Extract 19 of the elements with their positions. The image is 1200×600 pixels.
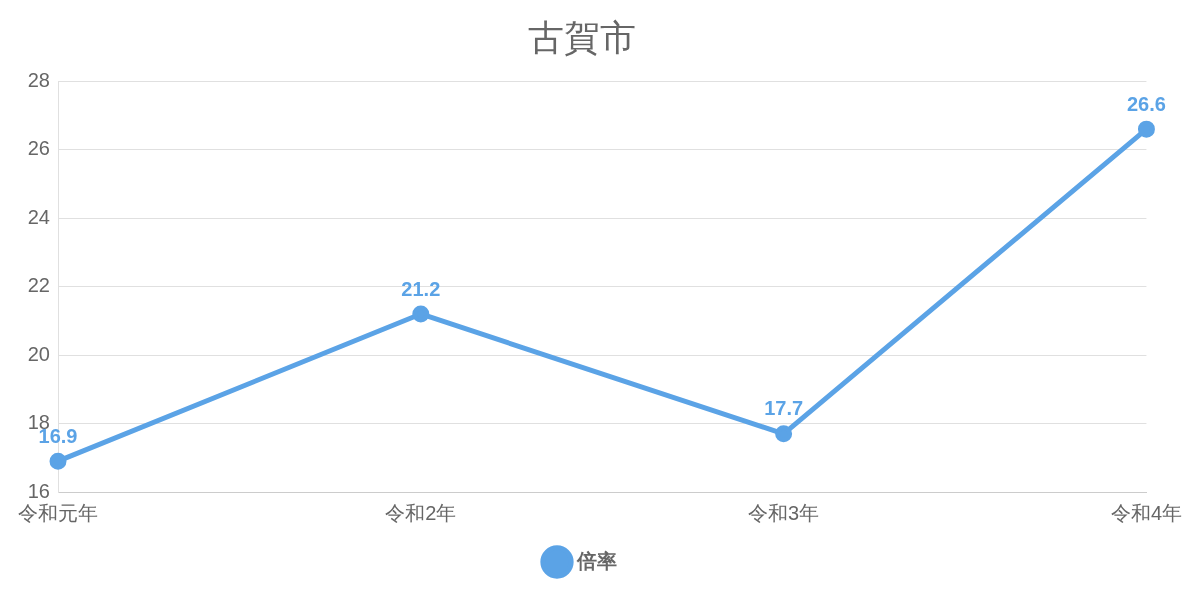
- x-tick-label: 令和元年: [18, 501, 98, 524]
- point: [775, 425, 793, 443]
- y-tick-label: 22: [27, 274, 50, 297]
- y-tick-label: 26: [27, 137, 50, 160]
- point: [412, 305, 430, 323]
- x-tick-label: 令和3年: [748, 501, 820, 524]
- point: [49, 452, 67, 470]
- chart-title: 古賀市: [528, 16, 636, 58]
- y-tick-label: 24: [27, 205, 50, 228]
- data-label: 21.2: [401, 277, 441, 300]
- y-tick-label: 28: [27, 68, 50, 91]
- legend-label: 倍率: [576, 549, 617, 572]
- data-label: 17.7: [764, 397, 804, 420]
- y-tick-label: 16: [27, 479, 50, 502]
- point: [1137, 120, 1155, 138]
- x-tick-label: 令和2年: [385, 501, 457, 524]
- y-tick-label: 20: [27, 342, 50, 365]
- data-label: 26.6: [1126, 92, 1166, 115]
- x-tick-label: 令和4年: [1110, 501, 1182, 524]
